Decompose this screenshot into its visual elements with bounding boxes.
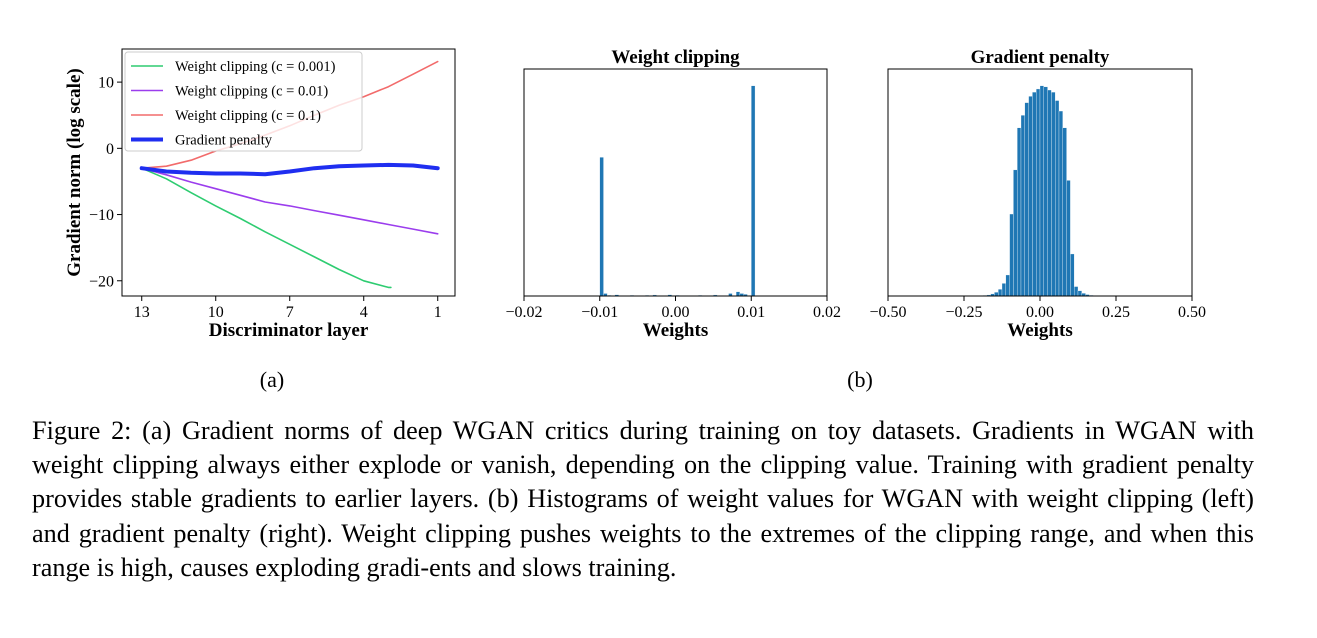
histogram-bar [998, 289, 1003, 297]
x-tick-label: 0.01 [737, 304, 765, 321]
histogram-bar [994, 292, 999, 297]
series-line-0 [140, 167, 392, 289]
histogram-bar [1043, 86, 1048, 297]
histogram-bar [1074, 286, 1079, 297]
y-tick-label: 0 [106, 141, 114, 158]
plot-frame [121, 48, 456, 297]
histogram-bar [1062, 127, 1067, 297]
legend-label-0: Weight clipping (c = 0.001) [175, 59, 336, 75]
y-tick-label: −20 [89, 273, 114, 290]
x-tick-label: −0.50 [869, 304, 906, 321]
x-tick-label: 4 [360, 304, 368, 321]
histogram-bar [1058, 110, 1063, 297]
x-tick-label: 0.50 [1178, 304, 1206, 321]
series-line-1 [140, 167, 439, 235]
x-tick-label: 13 [134, 304, 150, 321]
x-axis-label: Discriminator layer [209, 320, 369, 341]
histogram-bar [1009, 213, 1014, 297]
histogram-bar [1020, 115, 1025, 297]
subfigure-label-a: (a) [260, 367, 284, 392]
histogram-bar [735, 291, 741, 297]
plot-title: Weight clipping [611, 47, 740, 68]
legend-label-2: Weight clipping (c = 0.1) [175, 108, 321, 124]
plot-frame [523, 68, 828, 297]
figure-caption: Figure 2: (a) Gradient norms of deep WGA… [32, 416, 1254, 582]
series-line-3 [139, 162, 440, 177]
histogram-weight-clipping: −0.02 −0.01 0.00 0.01 0.02 Weight clipping Wei… [505, 47, 841, 341]
histogram-bar [599, 157, 604, 297]
legend-frame [124, 51, 363, 152]
histogram-bar [1028, 96, 1033, 297]
figure-canvas: Weight clipping (c = 0.001) Weight clippi… [64, 47, 1206, 392]
subfigure-label-b: (b) [847, 367, 873, 392]
histogram-bar [751, 85, 756, 297]
histogram-bar [1017, 127, 1022, 297]
plot-title: Gradient penalty [971, 47, 1110, 68]
histogram-bar [1024, 102, 1029, 297]
y-tick-label: 10 [98, 75, 114, 92]
histogram-bar [1039, 85, 1044, 297]
histogram-gradient-penalty: −0.50 −0.25 0.00 0.25 0.50 Gradient penalty We… [869, 47, 1206, 341]
x-axis-label: Weights [643, 320, 708, 341]
x-tick-label: −0.25 [945, 304, 982, 321]
x-tick-label: 7 [286, 304, 294, 321]
x-tick-label: −0.01 [581, 304, 618, 321]
histogram-bar [1077, 290, 1082, 297]
x-tick-label: 0.00 [1026, 304, 1054, 321]
histogram-bar [1005, 274, 1010, 297]
histogram-bar [1036, 88, 1041, 297]
x-tick-label: 10 [208, 304, 224, 321]
y-axis-label: Gradient norm (log scale) [64, 68, 85, 276]
x-tick-label: 0.02 [813, 304, 841, 321]
x-tick-label: 0.25 [1102, 304, 1130, 321]
histogram-bar [1001, 283, 1006, 297]
histogram-bar [1051, 91, 1056, 297]
line-chart-gradient-norms: Weight clipping (c = 0.001) Weight clippi… [64, 48, 456, 341]
x-axis-label: Weights [1007, 320, 1072, 341]
legend-label-1: Weight clipping (c = 0.01) [175, 84, 328, 100]
x-tick-label: 1 [434, 304, 442, 321]
x-tick-label: −0.02 [505, 304, 542, 321]
histogram-bar [1070, 253, 1075, 297]
x-tick-label: 0.00 [662, 304, 690, 321]
legend-label-3: Gradient penalty [175, 133, 273, 149]
histogram-bar [1013, 169, 1018, 297]
histogram-bar [1047, 89, 1052, 297]
legend: Weight clipping (c = 0.001) Weight clippi… [124, 51, 363, 152]
histogram-bar [1032, 91, 1037, 297]
y-tick-label: −10 [89, 207, 114, 224]
histogram-bar [1066, 180, 1071, 297]
histogram-bar [1055, 100, 1060, 297]
